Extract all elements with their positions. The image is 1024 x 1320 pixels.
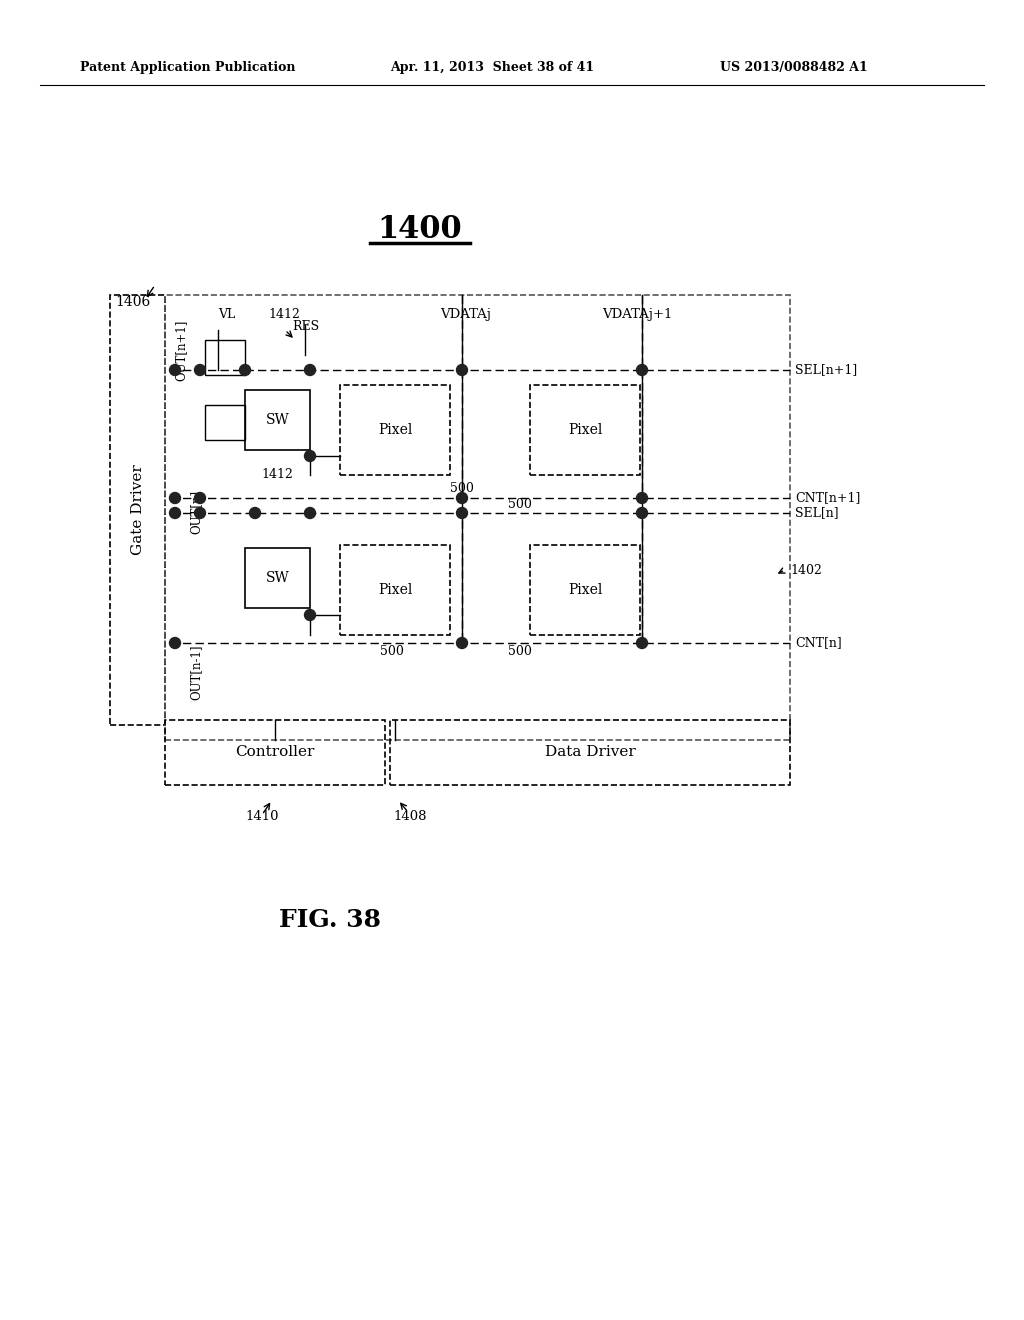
Circle shape: [637, 364, 647, 375]
Bar: [205, 405, 245, 440]
Text: Gate Driver: Gate Driver: [130, 465, 144, 556]
Text: Data Driver: Data Driver: [545, 746, 635, 759]
Bar: [205, 341, 245, 375]
Text: VDATAj: VDATAj: [440, 308, 490, 321]
Text: Patent Application Publication: Patent Application Publication: [80, 62, 296, 74]
Circle shape: [304, 450, 315, 462]
Text: Pixel: Pixel: [568, 422, 602, 437]
Circle shape: [170, 364, 180, 375]
Circle shape: [240, 364, 251, 375]
Circle shape: [170, 492, 180, 503]
Bar: [165, 294, 790, 741]
Circle shape: [250, 507, 260, 519]
Text: Pixel: Pixel: [568, 583, 602, 597]
Text: Apr. 11, 2013  Sheet 38 of 41: Apr. 11, 2013 Sheet 38 of 41: [390, 62, 594, 74]
Bar: [340, 545, 450, 635]
Circle shape: [195, 507, 206, 519]
Text: 1402: 1402: [790, 564, 822, 577]
Text: Pixel: Pixel: [378, 422, 413, 437]
Text: VDATAj+1: VDATAj+1: [602, 308, 673, 321]
Text: SEL[n]: SEL[n]: [795, 507, 839, 520]
Text: RES: RES: [292, 319, 319, 333]
Circle shape: [170, 507, 180, 519]
Text: CNT[n]: CNT[n]: [795, 636, 842, 649]
Text: 500: 500: [508, 498, 531, 511]
Circle shape: [637, 638, 647, 648]
Text: SW: SW: [265, 572, 290, 585]
Bar: [530, 545, 640, 635]
Circle shape: [457, 507, 468, 519]
Circle shape: [637, 492, 647, 503]
Bar: [110, 294, 165, 725]
Text: US 2013/0088482 A1: US 2013/0088482 A1: [720, 62, 867, 74]
Circle shape: [457, 638, 468, 648]
Bar: [530, 385, 640, 475]
Text: 1412: 1412: [261, 469, 294, 480]
Bar: [245, 389, 310, 450]
Text: 1400: 1400: [378, 214, 462, 246]
Text: FIG. 38: FIG. 38: [279, 908, 381, 932]
Text: OUT[n]: OUT[n]: [189, 490, 203, 535]
Bar: [245, 548, 310, 609]
Text: 1406: 1406: [115, 294, 151, 309]
Circle shape: [457, 492, 468, 503]
Text: 1412: 1412: [268, 308, 300, 321]
Circle shape: [170, 638, 180, 648]
Circle shape: [195, 492, 206, 503]
Bar: [390, 719, 790, 785]
Text: SW: SW: [265, 413, 290, 426]
Text: 1410: 1410: [245, 810, 279, 822]
Text: CNT[n+1]: CNT[n+1]: [795, 491, 860, 504]
Text: Controller: Controller: [236, 746, 314, 759]
Circle shape: [304, 507, 315, 519]
Text: 1408: 1408: [393, 810, 427, 822]
Text: 500: 500: [450, 482, 474, 495]
Text: OUT[n+1]: OUT[n+1]: [174, 319, 187, 381]
Circle shape: [304, 364, 315, 375]
Circle shape: [457, 364, 468, 375]
Bar: [165, 719, 385, 785]
Text: Pixel: Pixel: [378, 583, 413, 597]
Circle shape: [637, 507, 647, 519]
Text: SEL[n+1]: SEL[n+1]: [795, 363, 857, 376]
Text: VL: VL: [218, 308, 236, 321]
Bar: [340, 385, 450, 475]
Text: 500: 500: [380, 645, 403, 657]
Text: 500: 500: [508, 645, 531, 657]
Text: OUT[n-1]: OUT[n-1]: [189, 645, 203, 701]
Circle shape: [304, 610, 315, 620]
Circle shape: [195, 364, 206, 375]
